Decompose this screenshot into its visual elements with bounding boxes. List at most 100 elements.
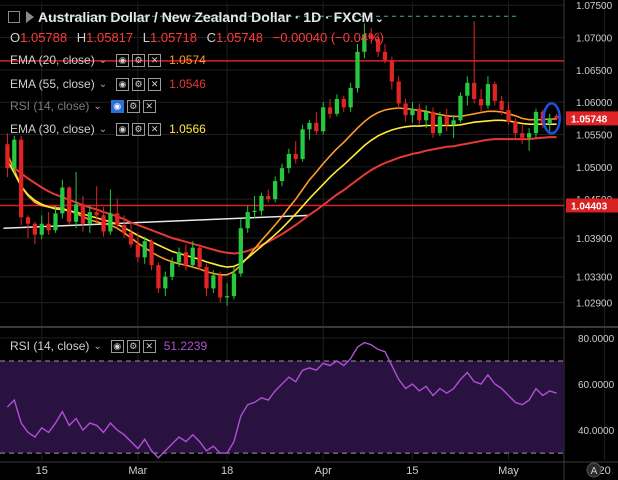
close-icon[interactable]: ✕ — [148, 77, 162, 91]
gear-icon[interactable]: ⚙ — [126, 339, 140, 353]
candle-body — [53, 213, 58, 231]
eye-icon[interactable]: ◉ — [110, 339, 124, 353]
gear-icon[interactable]: ⚙ — [126, 99, 140, 113]
close-icon[interactable]: ✕ — [142, 339, 156, 353]
time-tick-label: 15 — [406, 465, 418, 477]
symbol-title[interactable]: Australian Dollar / New Zealand Dollar ·… — [38, 9, 374, 25]
price-tick-label: 1.07500 — [576, 1, 613, 12]
auto-scale-button — [586, 462, 602, 478]
rsi-tick-label: 60.0000 — [578, 380, 615, 391]
rsi-title[interactable]: RSI (14, close) — [10, 339, 90, 353]
ohlc-low-value: 1.05718 — [150, 30, 197, 45]
highlight-circle — [542, 102, 561, 135]
time-tick-label: 15 — [36, 465, 48, 477]
indicator-ema30[interactable]: EMA (30, close) ⌄ ◉ ⚙ ✕ 1.0566 — [10, 122, 206, 136]
eye-icon[interactable]: ◉ — [116, 77, 130, 91]
ohlc-high-key: H — [76, 30, 87, 45]
candle-body — [513, 121, 518, 134]
candle-body — [224, 296, 230, 298]
time-tick-label: Mar — [128, 465, 147, 477]
chevron-down-icon[interactable]: ⌄ — [93, 340, 102, 352]
candle-body — [39, 223, 44, 235]
chevron-down-icon[interactable]: ⌄ — [98, 123, 108, 135]
ohlc-low-key: L — [142, 30, 150, 45]
candle-body — [46, 223, 51, 231]
candle-body — [259, 195, 264, 211]
candle-body — [5, 144, 10, 169]
candle-body — [128, 232, 134, 245]
candle-body — [499, 100, 504, 110]
close-icon[interactable]: ✕ — [148, 122, 162, 136]
candle-body — [12, 139, 17, 169]
rsi-tick-label: 80.0000 — [578, 334, 615, 345]
candle-body — [183, 252, 189, 266]
candle-body — [403, 103, 408, 116]
time-tick-label: 18 — [221, 465, 233, 477]
indicator-rsi-hidden[interactable]: RSI (14, close) ⌄ ◉ ⚙ ✕ — [10, 99, 156, 113]
candle-body — [149, 241, 154, 266]
candle-body — [526, 133, 532, 138]
candle-body — [520, 133, 525, 138]
candle-body — [170, 262, 175, 277]
candle-body — [314, 122, 319, 132]
indicator-label[interactable]: EMA (30, close) — [10, 122, 95, 136]
candle-body — [121, 225, 127, 233]
candle-body — [115, 213, 120, 226]
chevron-down-icon[interactable]: ⌄ — [93, 100, 102, 112]
candle-body — [437, 116, 443, 134]
chevron-down-icon[interactable]: ⌄ — [98, 54, 108, 66]
candle-body — [142, 241, 147, 258]
gear-icon[interactable]: ⚙ — [132, 122, 146, 136]
chevron-down-icon[interactable]: ⌄ — [98, 78, 108, 90]
candle-body — [135, 244, 140, 258]
candle-body — [485, 84, 491, 106]
candle-body — [211, 275, 216, 289]
candle-body — [80, 204, 86, 224]
eye-icon[interactable]: ◉ — [116, 122, 130, 136]
candle-body — [73, 204, 79, 222]
candle-body — [286, 153, 291, 169]
ema55-line — [6, 136, 557, 255]
ohlc-open-value: 1.05788 — [20, 30, 68, 45]
eye-icon[interactable]: ◉ — [116, 53, 130, 67]
ohlc-change: −0.00040 (−0.04%) — [272, 30, 384, 45]
price-tick-label: 1.06000 — [576, 98, 613, 109]
candle-body — [293, 153, 298, 160]
candle-body — [87, 212, 92, 224]
time-tick-label: 20 — [598, 465, 610, 477]
price-tick-label: 1.06500 — [576, 66, 613, 77]
candle-body — [307, 122, 312, 130]
flag-icon — [26, 11, 34, 23]
chart-icon[interactable] — [8, 11, 20, 23]
close-icon[interactable]: ✕ — [142, 99, 156, 113]
indicator-ema20[interactable]: EMA (20, close) ⌄ ◉ ⚙ ✕ 1.0574 — [10, 53, 206, 67]
indicator-label[interactable]: EMA (55, close) — [10, 77, 95, 91]
gear-icon[interactable]: ⚙ — [132, 53, 146, 67]
indicator-label[interactable]: RSI (14, close) — [10, 99, 90, 113]
eye-icon[interactable]: ◉ — [110, 99, 124, 113]
candle-body — [355, 51, 360, 88]
chevron-down-icon[interactable]: ⌄ — [375, 14, 384, 25]
candle-body — [458, 95, 463, 121]
time-tick-label: May — [498, 465, 519, 477]
ohlc-readout: O1.05788 H1.05817 L1.05718 C1.05748 −0.0… — [10, 30, 390, 45]
candle-body — [444, 116, 449, 125]
candle-body — [238, 228, 243, 274]
candle-body — [163, 276, 168, 289]
candle-body — [362, 34, 367, 52]
candle-body — [389, 60, 394, 82]
indicator-label[interactable]: EMA (20, close) — [10, 53, 95, 67]
candle-body — [300, 129, 305, 160]
candle-body — [197, 247, 202, 268]
auto-scale-label: A — [591, 466, 598, 477]
last-price-label: 1.05748 — [571, 114, 608, 125]
rsi-pane-legend[interactable]: RSI (14, close) ⌄ ◉ ⚙ ✕ 51.2239 — [10, 339, 207, 353]
close-icon[interactable]: ✕ — [148, 53, 162, 67]
ohlc-high-value: 1.05817 — [86, 30, 134, 45]
indicator-value: 1.0574 — [169, 53, 206, 67]
gear-icon[interactable]: ⚙ — [132, 77, 146, 91]
indicator-ema55[interactable]: EMA (55, close) ⌄ ◉ ⚙ ✕ 1.0546 — [10, 77, 206, 91]
indicator-value: 1.0566 — [169, 122, 206, 136]
ohlc-open-key: O — [10, 30, 21, 45]
